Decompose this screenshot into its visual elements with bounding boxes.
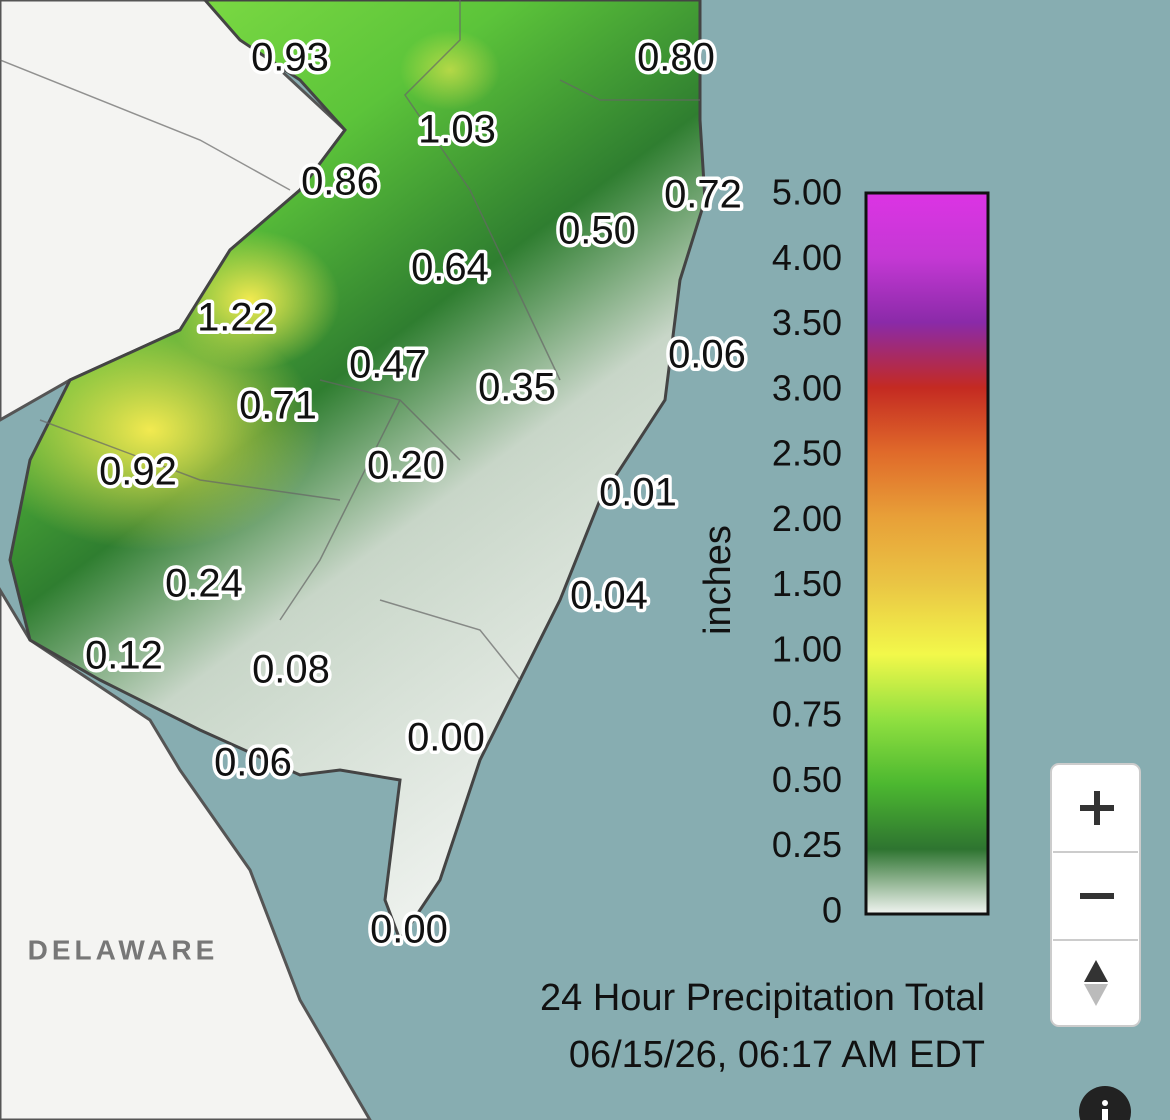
legend-tick-label: 0.75 (772, 694, 842, 735)
station-value: 0.12 (85, 634, 163, 678)
station-value: 0.92 (99, 450, 177, 494)
station-value: 0.08 (252, 648, 330, 692)
station-value: 0.71 (239, 384, 317, 428)
legend-tick-label: 5.00 (772, 172, 842, 213)
map-title: 24 Hour Precipitation Total (540, 977, 985, 1019)
legend-tick-label: 0.50 (772, 759, 842, 800)
legend-tick-label: 4.00 (772, 237, 842, 278)
legend-tick-label: 3.00 (772, 367, 842, 408)
legend-tick-label: 2.50 (772, 433, 842, 474)
station-value: 0.80 (637, 36, 715, 80)
station-value: 0.06 (214, 741, 292, 785)
station-value: 0.72 (664, 173, 742, 217)
compass[interactable] (1053, 942, 1138, 1024)
region-label: DELAWARE (28, 934, 219, 965)
station-value: 0.50 (558, 209, 636, 253)
legend-tick-label: 1.00 (772, 628, 842, 669)
nj-border (8, 0, 707, 944)
land-de (0, 587, 372, 1120)
station-value: 1.03 (418, 108, 496, 152)
station-value: 0.24 (165, 562, 243, 606)
info-button[interactable] (1079, 1086, 1131, 1120)
station-value: 0.06 (668, 333, 746, 377)
station-value: 0.86 (301, 160, 379, 204)
station-value: 0.20 (367, 444, 445, 488)
station-value: 0.35 (478, 366, 556, 410)
station-value: 0.64 (411, 246, 489, 290)
legend-tick-label: 0.25 (772, 824, 842, 865)
zoom-in[interactable] (1053, 766, 1138, 851)
legend-tick-label: 3.50 (772, 302, 842, 343)
station-value: 0.00 (370, 908, 448, 952)
zoom-out[interactable] (1053, 854, 1138, 939)
county-lines (0, 0, 700, 681)
station-value: 0.47 (349, 343, 427, 387)
legend-tick-label: 2.00 (772, 498, 842, 539)
station-value: 0.01 (599, 471, 677, 515)
legend-tick-label: 0 (822, 890, 842, 931)
station-value: 0.04 (570, 574, 648, 618)
legend-colorbar (864, 191, 990, 916)
legend-unit: inches (697, 525, 739, 635)
zoom-controls (1050, 763, 1141, 1027)
station-value: 0.00 (407, 716, 485, 760)
timestamp: 06/15/26, 06:17 AM EDT (569, 1034, 985, 1076)
legend-tick-label: 1.50 (772, 563, 842, 604)
station-value: 1.22 (197, 296, 275, 340)
station-value: 0.93 (251, 36, 329, 80)
